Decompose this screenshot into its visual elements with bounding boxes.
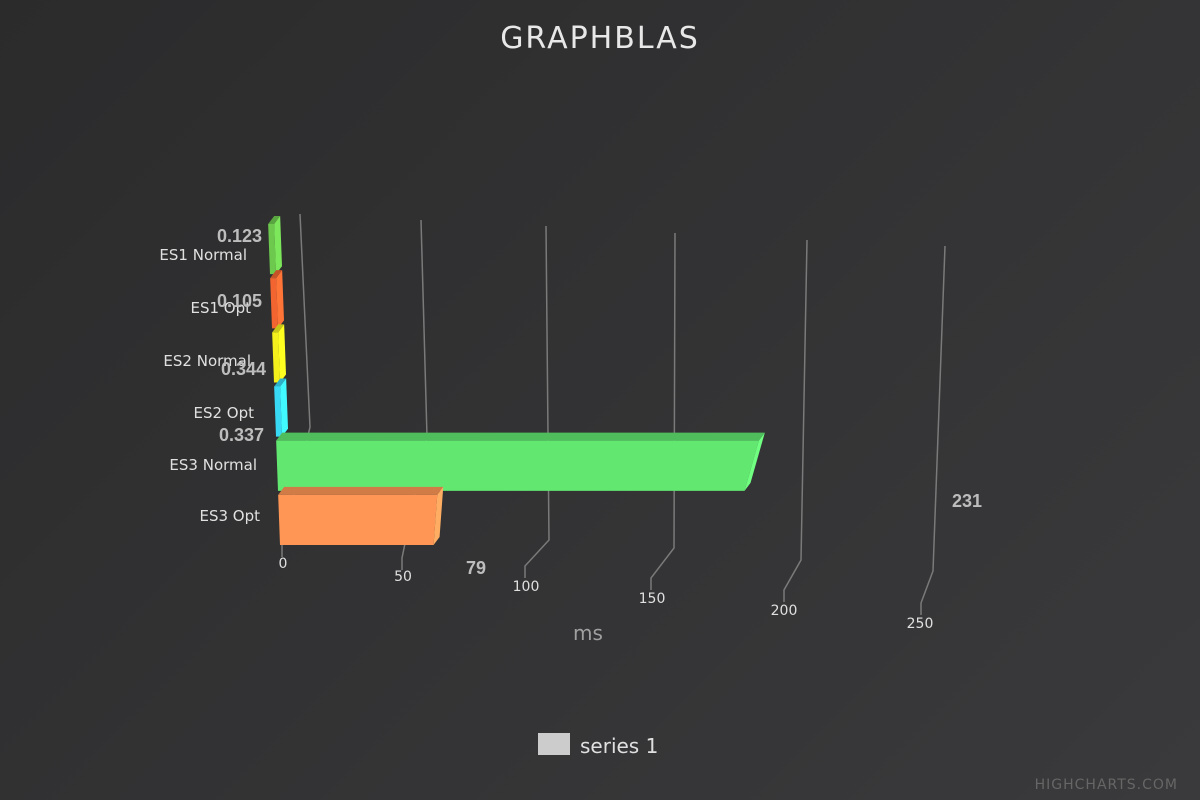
data-label: 79 bbox=[466, 558, 486, 578]
category-label: ES2 Normal bbox=[163, 352, 251, 370]
bar-6[interactable] bbox=[278, 486, 444, 545]
x-axis-ticks: 0 50 100 150 200 250 bbox=[279, 556, 934, 632]
legend-item-series-1[interactable]: series 1 bbox=[580, 734, 658, 758]
bar-top-face bbox=[274, 378, 287, 387]
category-label: ES3 Normal bbox=[169, 456, 257, 474]
bar-5[interactable] bbox=[276, 432, 765, 491]
grid-line bbox=[524, 225, 550, 578]
bar-front-face bbox=[278, 494, 438, 545]
bar-front-face bbox=[272, 332, 280, 383]
bar-top-face bbox=[268, 216, 281, 224]
data-label: 0.344 bbox=[221, 359, 266, 379]
grid-line bbox=[783, 239, 808, 602]
data-label: 0.337 bbox=[219, 425, 264, 445]
grid-line bbox=[920, 245, 946, 615]
bar-3[interactable] bbox=[272, 324, 286, 383]
x-tick-label: 100 bbox=[513, 579, 540, 595]
bar-front-face bbox=[276, 440, 759, 491]
category-label: ES1 Opt bbox=[190, 299, 251, 317]
category-labels: ES1 Normal ES1 Opt ES2 Normal ES2 Opt ES3 No… bbox=[159, 246, 260, 525]
data-label: 231 bbox=[952, 491, 982, 511]
x-tick-label: 0 bbox=[279, 556, 288, 572]
legend-swatch[interactable] bbox=[538, 733, 570, 755]
category-label: ES1 Normal bbox=[159, 246, 247, 264]
bar-side-face bbox=[744, 432, 765, 491]
bar-front-face bbox=[274, 386, 282, 437]
x-tick-label: 250 bbox=[907, 616, 934, 632]
x-tick-label: 200 bbox=[771, 603, 798, 619]
bar-1[interactable] bbox=[268, 216, 282, 275]
bar-front-face bbox=[270, 278, 278, 329]
legend[interactable]: series 1 bbox=[538, 733, 658, 758]
grid-lines bbox=[281, 213, 946, 615]
credits-link[interactable]: HIGHCHARTS.COM bbox=[1035, 777, 1178, 793]
bar-2[interactable] bbox=[270, 270, 284, 329]
x-tick-label: 50 bbox=[394, 569, 412, 585]
x-axis-title: ms bbox=[573, 621, 603, 645]
data-label: 0.105 bbox=[217, 291, 262, 311]
bar-side-face bbox=[433, 486, 444, 545]
bar-side-face bbox=[274, 216, 282, 275]
data-label: 0.123 bbox=[217, 226, 262, 246]
bar-side-face bbox=[278, 324, 286, 383]
category-label: ES2 Opt bbox=[193, 404, 254, 422]
bar-side-face bbox=[276, 270, 284, 329]
grid-line bbox=[650, 232, 676, 590]
category-label: ES3 Opt bbox=[199, 507, 260, 525]
bar-top-face bbox=[272, 324, 285, 333]
bar-side-face bbox=[280, 378, 288, 437]
data-labels: 0.123 0.105 0.344 0.337 231 79 bbox=[217, 226, 982, 578]
bar-4[interactable] bbox=[274, 378, 288, 437]
bar-top-face bbox=[276, 432, 765, 441]
bar-top-face bbox=[270, 270, 283, 279]
bar-front-face bbox=[268, 224, 276, 275]
chart-title: GRAPHBLAS bbox=[500, 21, 700, 56]
bars bbox=[268, 216, 765, 545]
x-tick-label: 150 bbox=[639, 591, 666, 607]
bar-top-face bbox=[278, 486, 444, 495]
